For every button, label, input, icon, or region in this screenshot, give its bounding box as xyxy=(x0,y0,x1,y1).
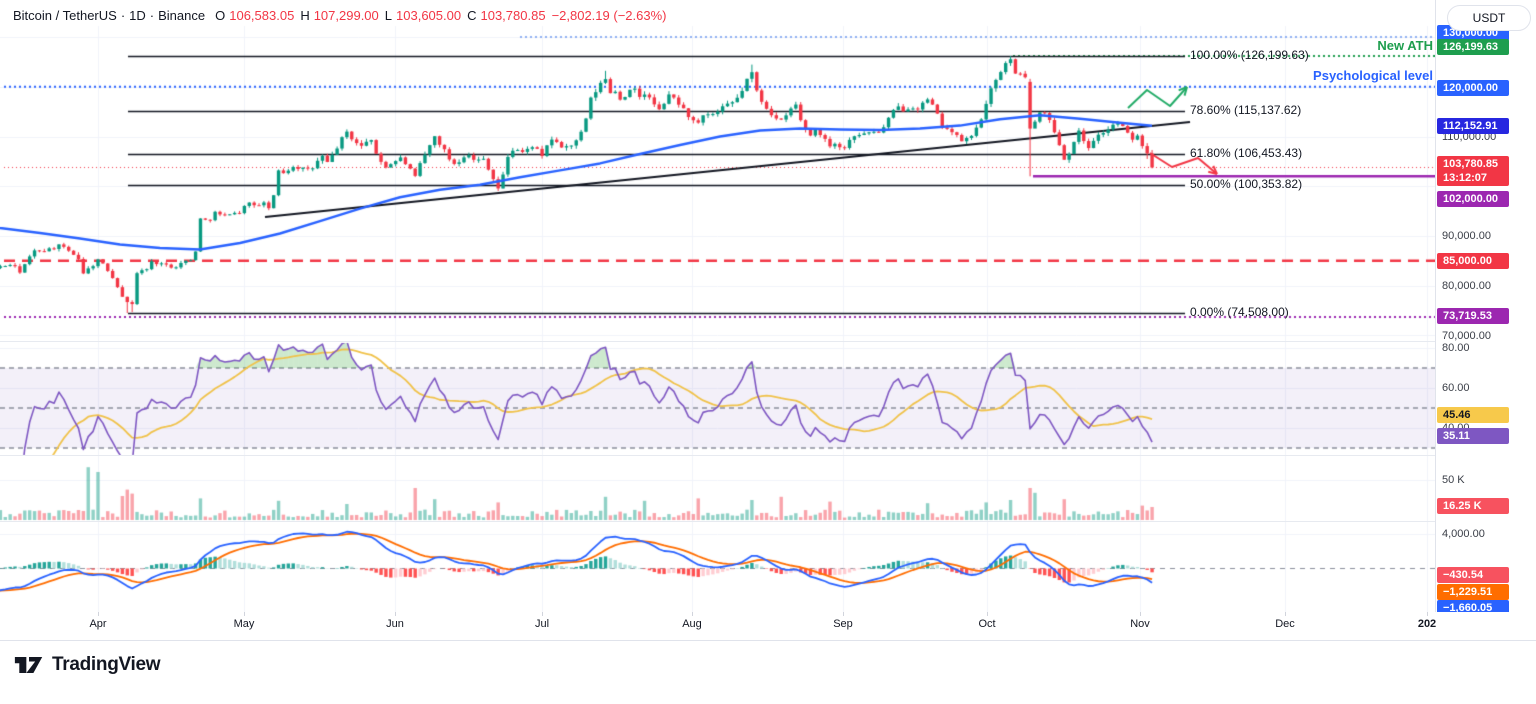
price-axis[interactable]: 110,000.00 90,000.00 80,000.00 70,000.00 80.… xyxy=(1436,0,1536,640)
price-axis-label: 110,000.00 xyxy=(1442,131,1497,143)
ohlc-h: H 107,299.00 xyxy=(300,8,378,23)
ohlc-value: 107,299.00 xyxy=(313,8,379,23)
price-badge: 102,000.00 xyxy=(1437,191,1509,207)
time-axis-label: 202 xyxy=(1417,618,1437,630)
time-axis-label: Jun xyxy=(386,618,404,630)
price-badge: 16.25 K xyxy=(1437,498,1509,514)
chart-canvas[interactable] xyxy=(0,0,1436,612)
price-axis-label: 80,000.00 xyxy=(1442,280,1491,292)
time-axis-tick xyxy=(395,612,396,616)
time-axis-tick xyxy=(843,612,844,616)
price-axis-label: 70,000.00 xyxy=(1442,330,1491,342)
ohlc-value: 103,780.85 xyxy=(480,8,546,23)
price-axis-label: 4,000.00 xyxy=(1442,528,1485,540)
time-axis-label: Jul xyxy=(534,618,550,630)
fib-level-label[interactable]: 78.60% (115,137.62) xyxy=(1190,103,1302,117)
price-badge: 126,199.63 xyxy=(1437,39,1509,55)
time-axis[interactable] xyxy=(0,612,1536,640)
time-axis-label: Apr xyxy=(89,618,107,630)
time-axis-tick xyxy=(98,612,99,616)
fib-level-label[interactable]: 61.80% (106,453.43) xyxy=(1190,146,1303,161)
price-axis-label: 50 K xyxy=(1442,474,1465,486)
change-value: −2,802.19 (−2.63%) xyxy=(551,8,667,23)
fib-level-label[interactable]: 0.00% (74,508.00) xyxy=(1190,305,1289,320)
price-badge: 112,152.91 xyxy=(1437,118,1509,134)
time-axis-tick xyxy=(1427,612,1428,616)
price-badge: 45.46 xyxy=(1437,407,1509,423)
pane-separator[interactable] xyxy=(0,455,1536,456)
time-axis-label: Nov xyxy=(1130,618,1150,630)
time-axis-tick xyxy=(244,612,245,616)
currency-toggle-button[interactable]: USDT xyxy=(1447,5,1531,31)
ohlc-key: O xyxy=(215,8,226,23)
symbol-name: Bitcoin / TetherUS xyxy=(13,8,117,23)
price-badge: 85,000.00 xyxy=(1437,253,1509,269)
price-badge: −430.54 xyxy=(1437,567,1509,583)
price-badge: 73,719.53 xyxy=(1437,308,1509,324)
pane-separator[interactable] xyxy=(0,521,1536,522)
price-axis-label: 60.00 xyxy=(1442,382,1470,394)
time-axis-tick xyxy=(1140,612,1141,616)
price-axis-label: 80.00 xyxy=(1442,342,1470,354)
time-axis-label: Aug xyxy=(682,618,702,630)
tradingview-logo-icon xyxy=(14,657,43,673)
price-badge: 103,780.85 13:12:07 xyxy=(1437,156,1509,186)
ohlc-key: L xyxy=(384,8,393,23)
ohlc-key: H xyxy=(300,8,310,23)
separator: · xyxy=(120,8,126,23)
fib-level-label[interactable]: 50.00% (100,353.82) xyxy=(1190,176,1303,191)
separator: · xyxy=(149,8,155,23)
time-axis-label: May xyxy=(233,618,255,630)
ohlc-value: 103,605.00 xyxy=(396,8,462,23)
time-axis-tick xyxy=(1285,612,1286,616)
time-axis-label: Dec xyxy=(1275,618,1295,630)
ohlc-l: L 103,605.00 xyxy=(385,8,461,23)
exchange-name: Binance xyxy=(158,8,206,23)
time-axis-tick xyxy=(987,612,988,616)
tradingview-logo-text: TradingView xyxy=(52,654,161,675)
price-axis-border xyxy=(1435,0,1436,640)
countdown-timer: 13:12:07 xyxy=(1443,172,1488,184)
chart-bottom-border xyxy=(0,640,1536,641)
price-badge: −1,229.51 xyxy=(1437,584,1509,600)
time-axis-label: Oct xyxy=(978,618,996,630)
annotation-psychological-level[interactable]: Psychological level xyxy=(1313,68,1433,83)
interval-label: 1D xyxy=(129,8,146,23)
fib-level-label[interactable]: 100.00% (126,199.63) xyxy=(1190,48,1309,62)
ohlc-o: O 106,583.05 xyxy=(215,8,294,23)
tradingview-logo[interactable]: TradingView xyxy=(14,652,161,678)
ohlc-key: C xyxy=(467,8,477,23)
time-axis-label: Sep xyxy=(833,618,853,630)
ohlc-c: C 103,780.85 xyxy=(467,8,545,23)
time-axis-tick xyxy=(542,612,543,616)
ohlc-value: 106,583.05 xyxy=(229,8,295,23)
symbol-header[interactable]: Bitcoin / TetherUS · 1D · Binance O 106,583.05… xyxy=(13,8,666,23)
price-axis-label: 90,000.00 xyxy=(1442,230,1491,242)
price-badge: 35.11 xyxy=(1437,428,1509,444)
annotation-new-ath[interactable]: New ATH xyxy=(1377,38,1433,53)
pane-separator[interactable] xyxy=(0,341,1536,342)
price-badge: 120,000.00 xyxy=(1437,80,1509,96)
time-axis-tick xyxy=(692,612,693,616)
